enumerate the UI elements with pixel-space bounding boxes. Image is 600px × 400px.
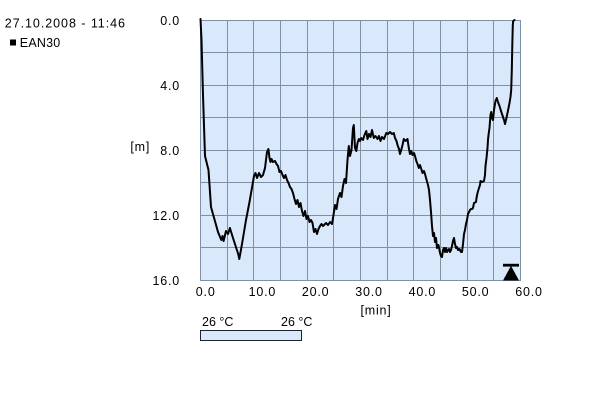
svg-text:20.0: 20.0 xyxy=(302,285,330,299)
svg-text:0.0: 0.0 xyxy=(196,285,216,299)
svg-text:EAN30: EAN30 xyxy=(20,36,61,50)
svg-text:12.0: 12.0 xyxy=(152,209,180,223)
svg-text:50.0: 50.0 xyxy=(462,285,490,299)
svg-text:8.0: 8.0 xyxy=(160,144,180,158)
svg-text:4.0: 4.0 xyxy=(160,79,180,93)
svg-text:26 °C: 26 °C xyxy=(281,315,312,329)
svg-text:40.0: 40.0 xyxy=(409,285,437,299)
svg-text:[m]: [m] xyxy=(130,140,150,154)
svg-text:[min]: [min] xyxy=(360,303,391,317)
svg-text:26 °C: 26 °C xyxy=(202,315,233,329)
svg-text:16.0: 16.0 xyxy=(152,274,180,288)
svg-text:27.10.2008 - 11:46: 27.10.2008 - 11:46 xyxy=(5,17,126,31)
svg-text:60.0: 60.0 xyxy=(515,285,543,299)
svg-text:0.0: 0.0 xyxy=(160,14,180,28)
svg-text:10.0: 10.0 xyxy=(249,285,277,299)
svg-text:30.0: 30.0 xyxy=(355,285,383,299)
